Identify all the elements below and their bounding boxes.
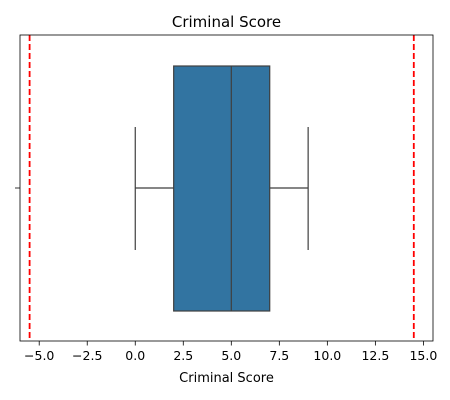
box-iqr <box>173 65 271 312</box>
x-tick-label: 12.5 <box>361 348 389 363</box>
x-tick-label: 15.0 <box>409 348 437 363</box>
x-tick-label: −5.0 <box>24 348 54 363</box>
x-tick-label: 7.5 <box>269 348 289 363</box>
chart-title: Criminal Score <box>172 13 281 31</box>
x-tick-label: −2.5 <box>72 348 102 363</box>
x-tick-label: 5.0 <box>221 348 241 363</box>
x-axis-ticks: −5.0 −2.5 0.0 2.5 5.0 7.5 10.0 12.5 15.0 <box>24 341 437 363</box>
x-axis-label: Criminal Score <box>179 371 274 386</box>
x-tick-label: 2.5 <box>173 348 193 363</box>
plot-area <box>28 35 415 341</box>
x-tick-label: 0.0 <box>125 348 145 363</box>
x-tick-label: 10.0 <box>313 348 341 363</box>
